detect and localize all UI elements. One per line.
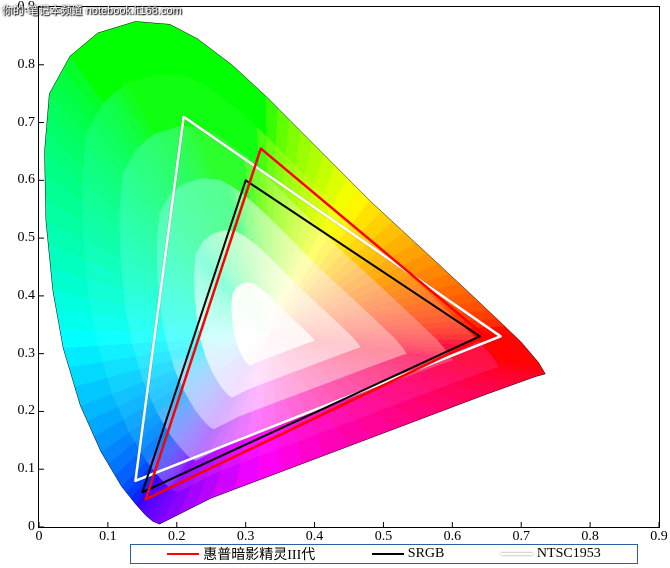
x-tick: 0.1 bbox=[99, 529, 117, 545]
plot-svg bbox=[39, 7, 659, 527]
legend-item-ntsc: NTSC1953 bbox=[501, 546, 601, 562]
legend-label-ntsc: NTSC1953 bbox=[537, 546, 601, 562]
chromaticity-plot: 00.10.20.30.40.50.60.70.80.900.10.20.30.… bbox=[38, 6, 660, 528]
x-tick: 0.4 bbox=[306, 529, 324, 545]
legend-swatch-srgb bbox=[372, 553, 404, 555]
legend-swatch-ntsc bbox=[501, 553, 533, 555]
y-tick: 0.4 bbox=[18, 288, 36, 304]
legend-label-device: 惠普暗影精灵III代 bbox=[203, 544, 315, 564]
y-tick: 0.3 bbox=[18, 346, 36, 362]
y-tick: 0.6 bbox=[18, 172, 36, 188]
x-tick: 0.7 bbox=[512, 529, 530, 545]
x-tick: 0.8 bbox=[581, 529, 599, 545]
x-tick: 0.6 bbox=[444, 529, 462, 545]
y-tick: 0 bbox=[28, 519, 35, 535]
x-tick: 0.2 bbox=[168, 529, 186, 545]
x-tick: 0.5 bbox=[375, 529, 393, 545]
y-tick: 0.8 bbox=[18, 57, 36, 73]
y-tick: 0.5 bbox=[18, 230, 36, 246]
legend-swatch-device bbox=[167, 553, 199, 555]
y-tick: 0.2 bbox=[18, 403, 36, 419]
legend-label-srgb: SRGB bbox=[408, 546, 445, 562]
watermark: 你的·笔记本频道 notebook.it168.com bbox=[2, 2, 182, 18]
y-tick: 0.1 bbox=[18, 461, 36, 477]
legend: 惠普暗影精灵III代 SRGB NTSC1953 bbox=[130, 544, 638, 564]
legend-item-device: 惠普暗影精灵III代 bbox=[167, 544, 315, 564]
x-tick: 0.3 bbox=[237, 529, 255, 545]
x-tick: 0 bbox=[36, 529, 43, 545]
y-tick: 0.7 bbox=[18, 115, 36, 131]
x-tick: 0.9 bbox=[650, 529, 668, 545]
legend-item-srgb: SRGB bbox=[372, 546, 445, 562]
